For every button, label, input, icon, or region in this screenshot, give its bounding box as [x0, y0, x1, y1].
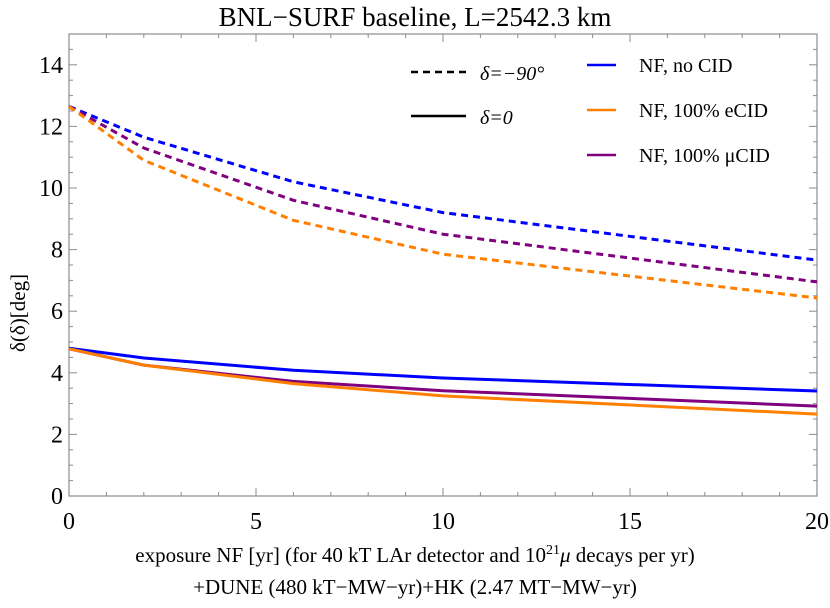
- legend-style-label: δ=−90°: [480, 63, 544, 85]
- y-axis-label: δ(δ)[deg]: [6, 274, 36, 472]
- legend-style-label: δ=0: [480, 107, 513, 129]
- solid-series-line: [68, 346, 818, 393]
- x-tick-label: 10: [431, 509, 455, 535]
- x-tick-label: 20: [805, 509, 829, 535]
- legend-color-label: NF, 100% eCID: [639, 100, 768, 122]
- y-tick-label: 14: [39, 53, 63, 79]
- y-tick-label: 10: [39, 176, 63, 202]
- x-tick-label: 5: [250, 509, 262, 535]
- dashed-series-line: [68, 105, 818, 262]
- x-label-pre: exposure NF [yr] (for 40 kT LAr detector…: [135, 543, 546, 567]
- chart-title: BNL−SURF baseline, L=2542.3 km: [218, 2, 612, 32]
- x-axis-label-line1: exposure NF [yr] (for 40 kT LAr detector…: [0, 543, 830, 568]
- axis-ticks: [68, 33, 818, 497]
- y-axis-label-text: δ(δ)[deg]: [6, 273, 30, 352]
- x-axis-label-line2: +DUNE (480 kT−MW−yr)+HK (2.47 MT−MW−yr): [193, 575, 637, 599]
- y-tick-label: 0: [51, 484, 63, 510]
- legend-color-label: NF, 100% μCID: [639, 145, 770, 167]
- legend-color-label: NF, no CID: [639, 55, 732, 77]
- dashed-series-line: [68, 105, 818, 284]
- y-tick-label: 12: [39, 114, 63, 140]
- y-tick-label: 8: [51, 238, 63, 264]
- y-tick-label: 4: [51, 361, 63, 387]
- x-tick-label: 15: [618, 509, 642, 535]
- data-series: [68, 105, 818, 416]
- y-tick-label: 6: [51, 299, 63, 325]
- x-tick-label: 0: [63, 509, 75, 535]
- x-label-post: decays per yr): [570, 543, 695, 567]
- x-label-mu: μ: [560, 543, 571, 567]
- dashed-series-line: [68, 105, 818, 300]
- axis-tick-labels: 0 5 10 15 20 0 2 4 6 8 10 12 14: [39, 53, 829, 535]
- legend: δ=−90° δ=0 NF, no CID NF, 100% eCID NF, 100%…: [411, 55, 770, 167]
- y-tick-label: 2: [51, 422, 63, 448]
- solid-series-line: [68, 347, 818, 416]
- x-label-exponent: 21: [546, 543, 560, 558]
